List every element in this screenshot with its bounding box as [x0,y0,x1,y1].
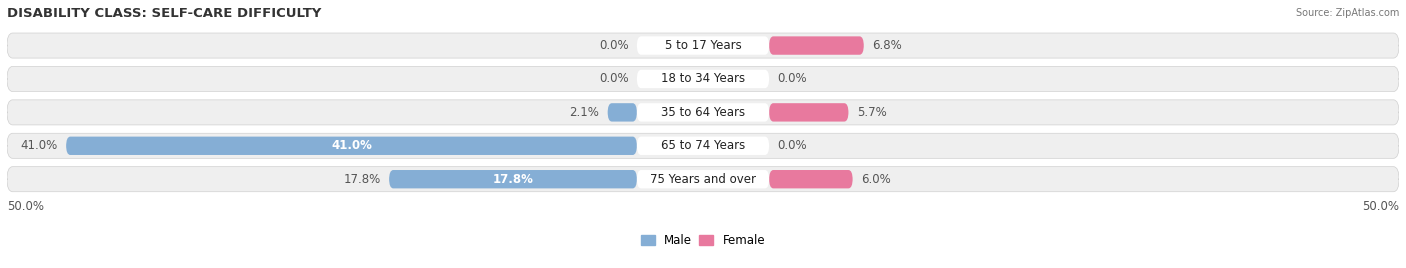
FancyBboxPatch shape [769,103,848,122]
FancyBboxPatch shape [7,133,1399,158]
Text: 17.8%: 17.8% [343,173,381,186]
Text: 0.0%: 0.0% [778,139,807,152]
FancyBboxPatch shape [637,137,769,155]
FancyBboxPatch shape [637,170,769,188]
FancyBboxPatch shape [7,66,1399,91]
FancyBboxPatch shape [389,170,637,188]
Text: 0.0%: 0.0% [599,72,628,85]
FancyBboxPatch shape [637,103,769,122]
Text: 6.8%: 6.8% [872,39,901,52]
Text: 2.1%: 2.1% [569,106,599,119]
Text: 41.0%: 41.0% [330,139,373,152]
Legend: Male, Female: Male, Female [636,229,770,252]
Text: 18 to 34 Years: 18 to 34 Years [661,72,745,85]
FancyBboxPatch shape [7,167,1399,192]
Text: 50.0%: 50.0% [7,200,44,213]
FancyBboxPatch shape [607,103,637,122]
FancyBboxPatch shape [66,137,637,155]
Text: 75 Years and over: 75 Years and over [650,173,756,186]
FancyBboxPatch shape [637,70,769,88]
Text: 65 to 74 Years: 65 to 74 Years [661,139,745,152]
Text: Source: ZipAtlas.com: Source: ZipAtlas.com [1295,8,1399,18]
Text: 0.0%: 0.0% [778,72,807,85]
FancyBboxPatch shape [7,100,1399,125]
Text: 0.0%: 0.0% [599,39,628,52]
FancyBboxPatch shape [637,36,769,55]
Text: 50.0%: 50.0% [1362,200,1399,213]
FancyBboxPatch shape [7,33,1399,58]
Text: 5.7%: 5.7% [856,106,887,119]
Text: 35 to 64 Years: 35 to 64 Years [661,106,745,119]
Text: 6.0%: 6.0% [860,173,891,186]
FancyBboxPatch shape [769,36,863,55]
Text: DISABILITY CLASS: SELF-CARE DIFFICULTY: DISABILITY CLASS: SELF-CARE DIFFICULTY [7,8,322,20]
Text: 17.8%: 17.8% [492,173,533,186]
FancyBboxPatch shape [769,170,852,188]
Text: 41.0%: 41.0% [21,139,58,152]
Text: 5 to 17 Years: 5 to 17 Years [665,39,741,52]
